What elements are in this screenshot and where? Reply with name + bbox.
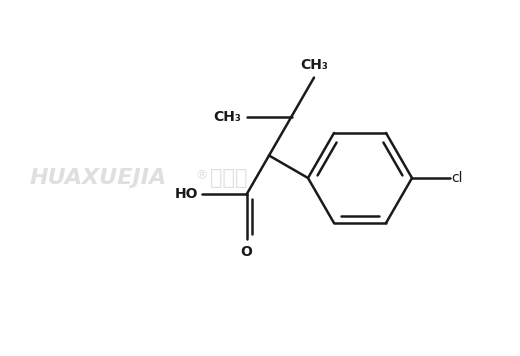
Text: CH₃: CH₃ xyxy=(214,110,241,124)
Text: cl: cl xyxy=(451,171,462,185)
Text: ®: ® xyxy=(195,169,207,183)
Text: HO: HO xyxy=(175,188,199,201)
Text: HUAXUEJIA: HUAXUEJIA xyxy=(30,168,167,188)
Text: 化学柜: 化学柜 xyxy=(210,168,248,188)
Text: O: O xyxy=(241,246,253,260)
Text: CH₃: CH₃ xyxy=(300,58,328,72)
